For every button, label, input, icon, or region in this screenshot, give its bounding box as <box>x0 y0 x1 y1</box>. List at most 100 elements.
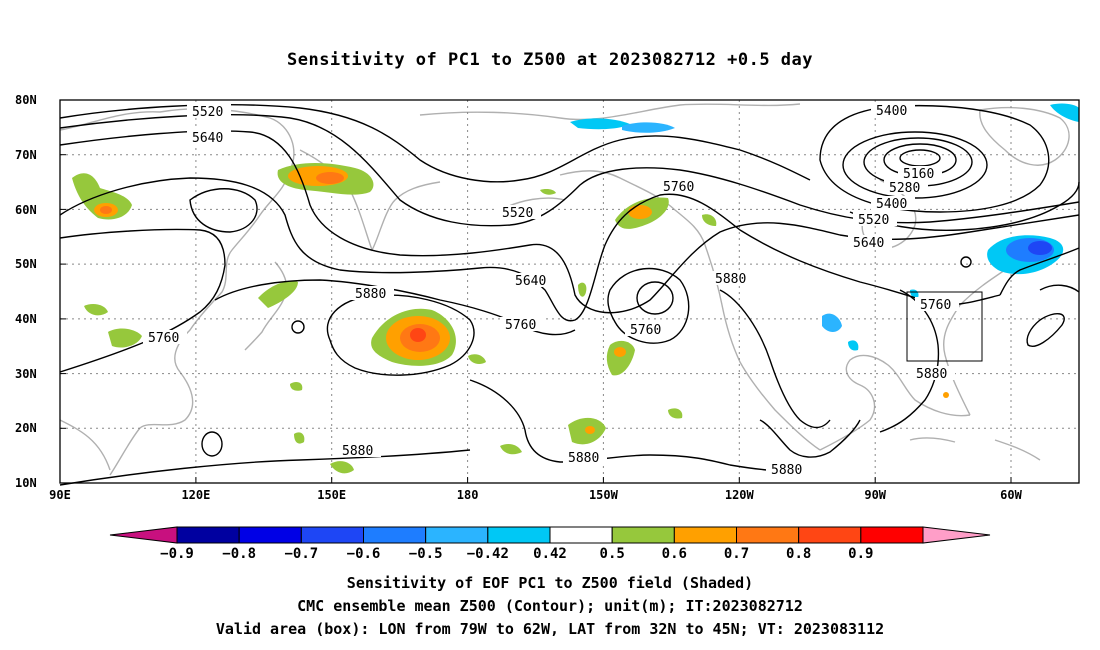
colorbar-swatch <box>425 526 489 544</box>
valid-area-box <box>906 291 983 362</box>
patch-light-blue <box>1050 103 1079 122</box>
contour-label: 5880 <box>568 451 599 466</box>
lat-lon-grid <box>60 100 1079 483</box>
contour-label: 5880 <box>715 272 746 287</box>
lat-label: 10N <box>15 476 37 490</box>
lon-label: 90W <box>864 488 886 502</box>
negative-sensitivity-shading <box>570 103 1079 351</box>
lon-label: 120W <box>725 488 755 502</box>
patch-green <box>258 280 298 308</box>
south-america-coast <box>994 439 1041 461</box>
patch-light-blue <box>622 122 675 133</box>
colorbar-label: 0.5 <box>600 546 625 562</box>
contour-5880-mexico <box>759 419 861 458</box>
lat-label: 40N <box>15 312 37 326</box>
patch-orange <box>943 392 949 398</box>
latitude-labels: 80N 70N 60N 50N 40N 30N 20N 10N <box>15 93 37 490</box>
lon-label: 90E <box>49 488 71 502</box>
contour-small-circle <box>291 320 305 334</box>
contour-5640-asia <box>189 188 258 233</box>
colorbar-swatch <box>673 526 737 544</box>
lat-label: 30N <box>15 367 37 381</box>
patch-orange <box>628 205 652 219</box>
colorbar-label: −0.5 <box>409 546 443 562</box>
contour-small-ring <box>960 256 972 268</box>
patch-green <box>330 461 354 474</box>
patch-light-blue <box>822 313 842 332</box>
patch-orange-core <box>316 172 344 184</box>
contour-5880-pacific <box>469 379 801 472</box>
contour-label: 5760 <box>920 298 951 313</box>
patch-green <box>702 214 717 226</box>
axis-ticks <box>60 99 1012 483</box>
colorbar-swatch <box>860 526 924 544</box>
longitude-labels: 90E 120E 150E 180 150W 120W 90W 60W <box>49 488 1022 502</box>
caribbean-islands <box>909 437 956 443</box>
colorbar-swatch <box>363 526 427 544</box>
contour-labels: 5520 5640 5760 5880 5520 5640 5760 5760 … <box>148 104 952 478</box>
contour-5700-low-core <box>636 281 674 315</box>
colorbar-swatch <box>736 526 800 544</box>
sensitivity-map: 5520 5640 5760 5880 5520 5640 5760 5760 … <box>15 93 1080 562</box>
greenland <box>979 106 1070 166</box>
patch-orange <box>614 347 626 357</box>
contour-5880-small <box>201 431 223 457</box>
colorbar-label: 0.7 <box>724 546 749 562</box>
contour-5820-east <box>999 247 1080 296</box>
contour-label: 5880 <box>342 444 373 459</box>
arctic-coast <box>419 103 801 121</box>
caption-line-2: CMC ensemble mean Z500 (Contour); unit(m… <box>297 597 803 615</box>
contour-label: 5640 <box>853 236 884 251</box>
contour-label: 5880 <box>916 367 947 382</box>
colorbar-label: −0.9 <box>160 546 194 562</box>
caption-line-1: Sensitivity of EOF PC1 to Z500 field (Sh… <box>346 574 754 592</box>
patch-light-blue <box>570 118 630 130</box>
patch-green <box>578 282 587 297</box>
contour-label: 5520 <box>858 213 889 228</box>
contour-label: 5160 <box>903 167 934 182</box>
patch-dark-blue <box>1028 241 1052 255</box>
caption-line-3: Valid area (box): LON from 79W to 62W, L… <box>215 620 885 638</box>
colorbar-label: −0.42 <box>467 546 509 562</box>
colorbar-label: 0.9 <box>848 546 873 562</box>
contour-5880-na <box>719 289 831 429</box>
contour-5880-atlantic-high <box>1026 313 1065 347</box>
colorbar-label: −0.6 <box>347 546 381 562</box>
contour-label: 5640 <box>515 274 546 289</box>
lon-label: 150W <box>589 488 619 502</box>
contour-5880-south <box>59 449 471 486</box>
contour-label: 5520 <box>502 206 533 221</box>
india-coast <box>59 419 111 471</box>
colorbar-swatch <box>487 526 551 544</box>
colorbar-swatch <box>176 526 240 544</box>
colorbar-swatch <box>611 526 675 544</box>
lat-label: 50N <box>15 257 37 271</box>
contour-east-edge <box>1039 284 1080 293</box>
colorbar-label: −0.8 <box>222 546 256 562</box>
patch-orange <box>585 426 595 434</box>
lon-label: 150E <box>317 488 346 502</box>
colorbar-label: 0.6 <box>662 546 687 562</box>
patch-green <box>606 340 635 376</box>
contour-label: 5760 <box>630 323 661 338</box>
patch-green <box>500 444 522 455</box>
patch-green <box>84 304 108 316</box>
colorbar-swatch <box>238 526 302 544</box>
lon-label: 180 <box>457 488 479 502</box>
contour-label: 5880 <box>355 287 386 302</box>
contour-label: 5880 <box>771 463 802 478</box>
colorbar-label: 0.8 <box>786 546 811 562</box>
contour-5760 <box>59 177 1001 322</box>
colorbar-min-arrow <box>109 526 178 544</box>
colorbar-swatch <box>300 526 365 544</box>
patch-green <box>668 408 683 419</box>
patch-red-core <box>410 328 426 342</box>
japan-coast <box>244 261 288 351</box>
positive-sensitivity-shading <box>72 163 949 474</box>
lon-label: 120E <box>181 488 210 502</box>
contour-5400-west <box>59 104 811 183</box>
map-frame <box>59 99 1080 484</box>
colorbar-max-arrow <box>922 526 991 544</box>
patch-green <box>108 328 142 348</box>
lat-label: 80N <box>15 93 37 107</box>
